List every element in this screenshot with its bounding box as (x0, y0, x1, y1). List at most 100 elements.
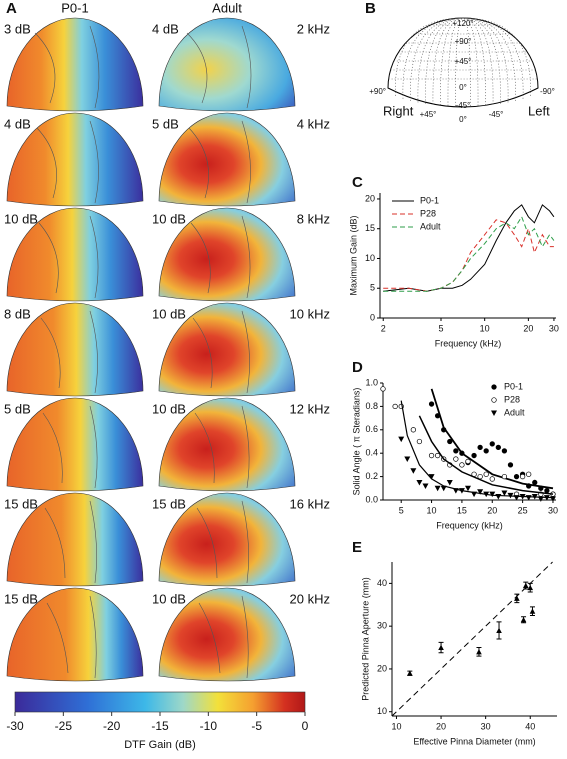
contour-line (40, 317, 61, 389)
gain-label: 15 dB (4, 496, 38, 511)
y-tick-label: 0.8 (365, 401, 378, 411)
meridian (432, 17, 464, 105)
data-point (434, 452, 441, 459)
data-point (489, 441, 495, 447)
data-point (507, 462, 514, 468)
hemisphere-map (6, 302, 144, 397)
data-point (416, 479, 423, 486)
gain-label: 8 dB (4, 306, 31, 321)
contour-line (34, 32, 56, 104)
meridian (402, 17, 464, 99)
data-point (522, 582, 529, 589)
x-axis-label: Frequency (kHz) (436, 520, 503, 530)
data-point (464, 485, 471, 492)
colorbar-tick-label: -5 (251, 719, 262, 733)
elevation-label: +90° (455, 37, 472, 46)
data-point (453, 456, 459, 462)
legend-label: P28 (504, 394, 520, 404)
hemisphere-map (6, 492, 144, 587)
meridian (462, 17, 494, 105)
data-point (453, 448, 459, 454)
azimuth-label: 0° (459, 115, 467, 124)
data-point (513, 473, 520, 480)
hemisphere-map (158, 207, 296, 302)
data-point (446, 479, 453, 486)
y-tick-label: 40 (377, 578, 387, 588)
x-tick-label: 15 (457, 505, 467, 515)
colorbar-tick-label: -30 (6, 719, 24, 733)
contour-line (89, 405, 98, 489)
gain-label: 15 dB (152, 496, 186, 511)
legend-marker (491, 384, 497, 390)
meridian (462, 17, 471, 106)
gain-label: 15 dB (4, 591, 38, 606)
colorbar-tick-label: -10 (200, 719, 218, 733)
contour-line (192, 317, 213, 389)
contour-line (194, 412, 215, 484)
y-tick-label: 1.0 (365, 377, 378, 387)
hemisphere-map (158, 492, 296, 587)
hemisphere-map (158, 17, 296, 112)
hemisphere-map (158, 587, 296, 682)
x-tick-label: 10 (391, 721, 401, 731)
data-point (483, 471, 489, 477)
frequency-label: 2 kHz (297, 21, 330, 36)
meridian (462, 17, 486, 106)
y-tick-label: 0.4 (365, 448, 378, 458)
hemisphere-map (6, 587, 144, 682)
legend-label: P28 (420, 208, 436, 218)
contour-line (241, 25, 252, 109)
y-axis-label: Maximum Gain (dB) (348, 215, 358, 295)
data-point (416, 438, 423, 445)
contour-line (89, 215, 99, 299)
data-point (519, 473, 526, 480)
colorbar (14, 691, 306, 713)
data-point (529, 608, 536, 614)
azimuth-label: -45° (489, 110, 504, 119)
gain-label: 5 dB (152, 116, 179, 131)
data-point (489, 476, 495, 482)
data-point (544, 487, 550, 494)
contour-line (196, 507, 218, 579)
y-tick-label: 10 (365, 253, 375, 263)
legend-label: P0-1 (420, 195, 439, 205)
x-tick-label: 20 (523, 323, 533, 333)
side-name: Right (383, 103, 414, 118)
contour-line (46, 602, 69, 674)
data-point (489, 491, 496, 498)
y-tick-label: 10 (377, 706, 387, 716)
column-title: P0-1 (61, 0, 88, 15)
x-tick-label: 20 (487, 505, 497, 515)
x-tick-label: 30 (548, 505, 558, 515)
y-tick-label: 0.0 (365, 494, 378, 504)
data-point (404, 456, 411, 463)
data-point (465, 458, 471, 465)
legend-marker (491, 410, 497, 416)
data-point (428, 401, 435, 407)
meridian (455, 17, 464, 106)
data-point (440, 485, 447, 492)
y-tick-label: 0.2 (365, 471, 378, 481)
data-point (398, 436, 405, 443)
panel-label: E (352, 539, 362, 556)
data-point (380, 386, 386, 392)
y-axis-label: Predicted Pinna Aperture (mm) (360, 577, 370, 701)
contour-line (89, 25, 100, 109)
data-point (496, 627, 502, 633)
contour-line (190, 222, 211, 294)
data-point (438, 644, 444, 651)
data-point (501, 448, 508, 454)
data-point (514, 595, 520, 601)
frequency-label: 10 kHz (290, 306, 330, 321)
hemisphere-map (6, 397, 144, 492)
contour-line (89, 595, 97, 679)
colorbar-tick-label: 0 (302, 719, 309, 733)
gain-label: 4 dB (152, 21, 179, 36)
data-point (434, 485, 441, 492)
data-point (477, 489, 484, 495)
contour-line (241, 120, 251, 204)
azimuth-label: +90° (369, 87, 386, 96)
gain-label: 10 dB (4, 211, 38, 226)
x-tick-label: 10 (427, 505, 437, 515)
